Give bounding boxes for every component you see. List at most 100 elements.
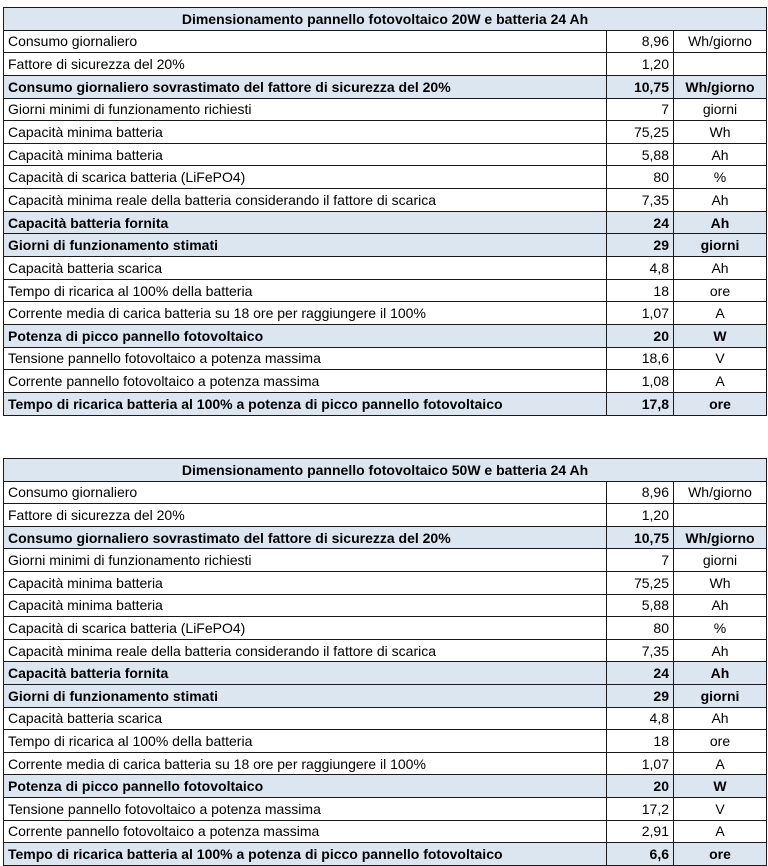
- row-unit: Ah: [672, 661, 768, 685]
- row-unit: Ah: [672, 256, 768, 280]
- row-value: 4,8: [606, 706, 674, 731]
- row-value: 1,07: [606, 301, 674, 325]
- row-unit: ore: [672, 729, 768, 753]
- table-row: Capacità batteria fornita 24 Ah: [3, 661, 768, 685]
- row-unit: ore: [672, 391, 768, 416]
- row-value: 1,08: [606, 369, 674, 393]
- row-unit: W: [672, 774, 768, 798]
- row-unit: Ah: [672, 188, 768, 212]
- table-row: Consumo giornaliero sovrastimato del fat…: [3, 525, 768, 550]
- row-label: Capacità minima batteria: [3, 120, 607, 144]
- row-unit: giorni: [672, 683, 768, 708]
- table-row: Giorni di funzionamento stimati 29 giorni: [3, 233, 768, 258]
- table-row: Tempo di ricarica al 100% della batteria…: [3, 278, 768, 303]
- row-unit: A: [672, 751, 768, 776]
- row-unit: Wh: [672, 120, 768, 144]
- row-value: 10,75: [606, 525, 674, 550]
- table-row: Giorni minimi di funzionamento richiesti…: [3, 548, 768, 572]
- table-row: Consumo giornaliero 8,96 Wh/giorno: [3, 29, 768, 54]
- row-value: 24: [606, 661, 674, 685]
- row-value: 75,25: [606, 120, 674, 144]
- table-row: Capacità minima batteria 75,25 Wh: [3, 570, 768, 595]
- row-label: Tempo di ricarica batteria al 100% a pot…: [3, 391, 607, 416]
- row-label: Tensione pannello fotovoltaico a potenza…: [3, 796, 607, 821]
- row-label: Capacità batteria fornita: [3, 210, 607, 235]
- row-unit: %: [672, 165, 768, 190]
- row-value: 80: [606, 616, 674, 640]
- row-label: Capacità batteria scarica: [3, 706, 607, 731]
- table-row: Capacità di scarica batteria (LiFePO4) 80…: [3, 616, 768, 640]
- row-unit: giorni: [672, 97, 768, 122]
- row-label: Corrente media di carica batteria su 18 …: [3, 301, 607, 325]
- row-value: 7,35: [606, 188, 674, 212]
- table-row: Tempo di ricarica batteria al 100% a pot…: [3, 842, 768, 866]
- table-row: Potenza di picco pannello fotovoltaico 20…: [3, 774, 768, 798]
- table-row: Capacità minima reale della batteria con…: [3, 638, 768, 663]
- row-unit: [672, 503, 768, 527]
- table-title-row: Dimensionamento pannello fotovoltaico 20…: [2, 7, 768, 31]
- table-row: Potenza di picco pannello fotovoltaico 20…: [3, 323, 768, 348]
- table-row: Capacità minima reale della batteria con…: [3, 188, 768, 212]
- row-value: 29: [606, 233, 674, 258]
- row-label: Corrente media di carica batteria su 18 …: [3, 751, 607, 776]
- row-unit: [672, 52, 768, 76]
- table-row: Corrente pannello fotovoltaico a potenza…: [3, 369, 768, 393]
- row-value: 5,88: [606, 593, 674, 618]
- sizing-table-50w: Dimensionamento pannello fotovoltaico 50…: [2, 458, 768, 866]
- table-row: Consumo giornaliero sovrastimato del fat…: [3, 74, 768, 99]
- row-value: 18: [606, 278, 674, 303]
- row-unit: Wh/giorno: [672, 29, 768, 54]
- row-label: Corrente pannello fotovoltaico a potenza…: [3, 819, 607, 844]
- table-title: Dimensionamento pannello fotovoltaico 20…: [2, 7, 768, 31]
- row-unit: W: [672, 323, 768, 348]
- row-label: Consumo giornaliero: [3, 29, 607, 54]
- row-value: 80: [606, 165, 674, 190]
- row-value: 5,88: [606, 142, 674, 167]
- row-value: 1,20: [606, 52, 674, 76]
- row-unit: Ah: [672, 593, 768, 618]
- row-label: Capacità batteria fornita: [3, 661, 607, 685]
- row-label: Potenza di picco pannello fotovoltaico: [3, 323, 607, 348]
- row-unit: Wh/giorno: [672, 74, 768, 99]
- row-label: Consumo giornaliero sovrastimato del fat…: [3, 525, 607, 550]
- row-value: 20: [606, 774, 674, 798]
- row-label: Capacità minima batteria: [3, 142, 607, 167]
- table-row: Tensione pannello fotovoltaico a potenza…: [3, 346, 768, 371]
- row-unit: giorni: [672, 548, 768, 572]
- row-unit: A: [672, 369, 768, 393]
- row-value: 8,96: [606, 480, 674, 505]
- table-row: Capacità batteria fornita 24 Ah: [3, 210, 768, 235]
- row-value: 24: [606, 210, 674, 235]
- table-row: Corrente media di carica batteria su 18 …: [3, 751, 768, 776]
- table-title: Dimensionamento pannello fotovoltaico 50…: [2, 458, 768, 482]
- table-row: Fattore di sicurezza del 20% 1,20: [3, 52, 768, 76]
- row-label: Giorni di funzionamento stimati: [3, 683, 607, 708]
- row-label: Consumo giornaliero: [3, 480, 607, 505]
- row-label: Giorni minimi di funzionamento richiesti: [3, 548, 607, 572]
- row-value: 17,2: [606, 796, 674, 821]
- row-value: 10,75: [606, 74, 674, 99]
- row-value: 4,8: [606, 256, 674, 280]
- table-row: Capacità batteria scarica 4,8 Ah: [3, 256, 768, 280]
- row-label: Consumo giornaliero sovrastimato del fat…: [3, 74, 607, 99]
- row-unit: Ah: [672, 210, 768, 235]
- row-unit: %: [672, 616, 768, 640]
- table-row: Giorni di funzionamento stimati 29 giorni: [3, 683, 768, 708]
- row-label: Capacità minima batteria: [3, 570, 607, 595]
- table-row: Giorni minimi di funzionamento richiesti…: [3, 97, 768, 122]
- sizing-table-body: Dimensionamento pannello fotovoltaico 20…: [2, 7, 768, 416]
- row-value: 29: [606, 683, 674, 708]
- row-unit: Ah: [672, 638, 768, 663]
- row-unit: ore: [672, 842, 768, 866]
- row-unit: V: [672, 346, 768, 371]
- row-label: Capacità di scarica batteria (LiFePO4): [3, 616, 607, 640]
- table-row: Capacità minima batteria 5,88 Ah: [3, 593, 768, 618]
- row-label: Tempo di ricarica al 100% della batteria: [3, 729, 607, 753]
- row-unit: Wh/giorno: [672, 525, 768, 550]
- sizing-table-20w: Dimensionamento pannello fotovoltaico 20…: [2, 7, 768, 416]
- row-unit: ore: [672, 278, 768, 303]
- row-label: Capacità minima reale della batteria con…: [3, 188, 607, 212]
- table-row: Tempo di ricarica al 100% della batteria…: [3, 729, 768, 753]
- row-unit: giorni: [672, 233, 768, 258]
- row-value: 1,07: [606, 751, 674, 776]
